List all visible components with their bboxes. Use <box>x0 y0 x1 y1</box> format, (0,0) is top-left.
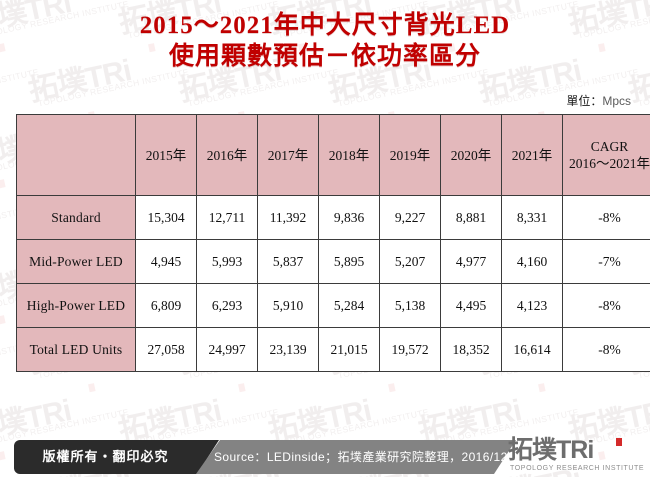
tri-logo-tagline: TOPOLOGY RESEARCH INSTITUTE <box>510 465 645 472</box>
cell-high-power-2020: 4,495 <box>440 283 502 328</box>
unit-value: Mpcs <box>602 94 631 108</box>
table-header-2017: 2017年 <box>257 114 319 196</box>
table-header-2018: 2018年 <box>318 114 380 196</box>
cell-high-power-2017: 5,910 <box>257 283 319 328</box>
cagr-header-range: 2016～2021年 <box>569 156 650 171</box>
table-row: Standard 15,304 12,711 11,392 9,836 9,22… <box>16 195 650 240</box>
source-text: Source：LEDinside；拓墣產業研究院整理，2016/12 <box>214 450 508 464</box>
cell-total-cagr: -8% <box>562 327 650 372</box>
page-title: 2015～2021年中大尺寸背光LED 使用顆數預估－依功率區分 <box>0 10 650 72</box>
cell-high-power-cagr: -8% <box>562 283 650 328</box>
cell-high-power-2016: 6,293 <box>196 283 258 328</box>
cell-standard-2021: 8,331 <box>501 195 563 240</box>
cell-standard-2018: 9,836 <box>318 195 380 240</box>
row-label-high-power-led: High-Power LED <box>16 283 136 328</box>
cell-high-power-2019: 5,138 <box>379 283 441 328</box>
cell-standard-cagr: -8% <box>562 195 650 240</box>
table-header-row: 2015年 2016年 2017年 2018年 2019年 2020年 2021… <box>16 114 650 196</box>
cell-high-power-2015: 6,809 <box>135 283 197 328</box>
row-label-total-led-units: Total LED Units <box>16 327 136 372</box>
table-row: Total LED Units 27,058 24,997 23,139 21,… <box>16 327 650 372</box>
unit-label-text: 單位： <box>566 94 603 108</box>
cagr-header-title: CAGR <box>590 139 629 154</box>
cell-mid-power-2016: 5,993 <box>196 239 258 284</box>
data-table-container: 2015年 2016年 2017年 2018年 2019年 2020年 2021… <box>16 114 650 372</box>
cell-total-2017: 23,139 <box>257 327 319 372</box>
cell-standard-2019: 9,227 <box>379 195 441 240</box>
source-banner-shape <box>196 440 516 474</box>
footer-bottom-spacer <box>0 477 650 485</box>
copyright-text: 版權所有‧翻印必究 <box>42 449 169 464</box>
table-body: Standard 15,304 12,711 11,392 9,836 9,22… <box>16 195 650 372</box>
footer-bar: 版權所有‧翻印必究 Source：LEDinside；拓墣產業研究院整理，201… <box>0 430 650 485</box>
page-title-line1: 2015～2021年中大尺寸背光LED <box>139 12 511 39</box>
cell-total-2020: 18,352 <box>440 327 502 372</box>
tri-logo-dot-icon <box>616 438 622 446</box>
cell-standard-2016: 12,711 <box>196 195 258 240</box>
tri-logo: 拓墣TRi TOPOLOGY RESEARCH INSTITUTE <box>506 436 644 478</box>
cell-mid-power-cagr: -7% <box>562 239 650 284</box>
cell-total-2018: 21,015 <box>318 327 380 372</box>
table-header-2021: 2021年 <box>501 114 563 196</box>
cell-mid-power-2017: 5,837 <box>257 239 319 284</box>
table-header-2020: 2020年 <box>440 114 502 196</box>
cell-total-2021: 16,614 <box>501 327 563 372</box>
cell-total-2015: 27,058 <box>135 327 197 372</box>
copyright-banner-shape <box>14 440 219 474</box>
table-row: High-Power LED 6,809 6,293 5,910 5,284 5… <box>16 283 650 328</box>
table-row: Mid-Power LED 4,945 5,993 5,837 5,895 5,… <box>16 239 650 284</box>
cell-high-power-2018: 5,284 <box>318 283 380 328</box>
tri-logo-wordmark: 拓墣TRi <box>508 436 594 464</box>
row-label-standard: Standard <box>16 195 136 240</box>
cell-mid-power-2020: 4,977 <box>440 239 502 284</box>
cell-mid-power-2018: 5,895 <box>318 239 380 284</box>
table-corner-cell <box>16 114 136 196</box>
cell-mid-power-2021: 4,160 <box>501 239 563 284</box>
page-title-line2: 使用顆數預估－依功率區分 <box>168 43 481 70</box>
watermark-dot-icon <box>0 179 6 189</box>
cell-total-2019: 19,572 <box>379 327 441 372</box>
table-header-2015: 2015年 <box>135 114 197 196</box>
cell-high-power-2021: 4,123 <box>501 283 563 328</box>
cell-mid-power-2015: 4,945 <box>135 239 197 284</box>
led-usage-table: 2015年 2016年 2017年 2018年 2019年 2020年 2021… <box>16 114 650 372</box>
cell-standard-2020: 8,881 <box>440 195 502 240</box>
row-label-mid-power-led: Mid-Power LED <box>16 239 136 284</box>
cell-standard-2015: 15,304 <box>135 195 197 240</box>
cell-total-2016: 24,997 <box>196 327 258 372</box>
watermark-dot-icon <box>0 315 6 325</box>
cell-standard-2017: 11,392 <box>257 195 319 240</box>
table-head: 2015年 2016年 2017年 2018年 2019年 2020年 2021… <box>16 114 650 196</box>
unit-label: 單位：Mpcs <box>566 92 631 109</box>
cell-mid-power-2019: 5,207 <box>379 239 441 284</box>
table-header-2016: 2016年 <box>196 114 258 196</box>
table-header-2019: 2019年 <box>379 114 441 196</box>
table-header-cagr: CAGR 2016～2021年 <box>562 114 650 196</box>
